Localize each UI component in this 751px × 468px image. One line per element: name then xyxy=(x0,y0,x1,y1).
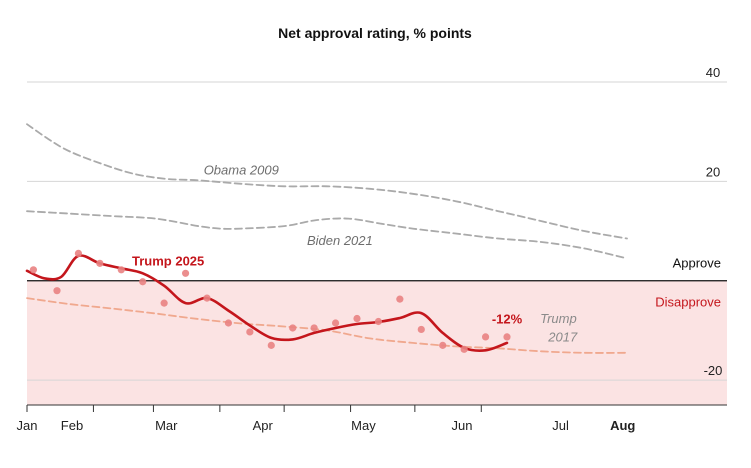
poll-point xyxy=(117,266,125,274)
y-tick-label: 20 xyxy=(706,164,720,179)
x-tick-label: May xyxy=(351,418,376,433)
poll-point xyxy=(374,317,383,326)
poll-point xyxy=(96,259,104,267)
series-line-obama-2009 xyxy=(26,123,628,240)
poll-point xyxy=(29,266,38,274)
x-tick-label: Jun xyxy=(452,418,473,433)
poll-point xyxy=(460,345,468,353)
series-labels: Approve Disapprove Obama 2009 Biden 2021 Tru… xyxy=(132,162,721,344)
x-tick-label: Mar xyxy=(155,418,178,433)
series-label-trump-2025: Trump 2025 xyxy=(132,253,204,268)
x-tick-label: Aug xyxy=(610,418,635,433)
x-axis: Jan Feb Mar Apr May Jun Jul Aug xyxy=(17,404,727,433)
poll-point xyxy=(246,328,254,336)
series-label-trump-year: 2017 xyxy=(547,329,578,344)
disapprove-label: Disapprove xyxy=(655,295,721,310)
series-label-trump: Trump xyxy=(540,311,577,326)
poll-point xyxy=(224,319,233,327)
poll-points xyxy=(29,249,511,353)
poll-point xyxy=(160,299,168,307)
poll-point xyxy=(74,249,83,258)
poll-point xyxy=(503,333,511,341)
poll-point xyxy=(417,325,425,334)
poll-point xyxy=(331,319,340,327)
poll-point xyxy=(481,333,490,341)
y-tick-label: -20 xyxy=(704,363,723,378)
approve-label: Approve xyxy=(673,256,721,271)
x-tick-label: Jul xyxy=(552,418,569,433)
end-value-label: -12% xyxy=(492,311,523,326)
disapprove-zone-fill xyxy=(27,280,727,405)
poll-point xyxy=(310,324,318,332)
series-line-biden-2021 xyxy=(26,210,628,260)
poll-point xyxy=(289,324,297,332)
poll-point xyxy=(439,341,447,349)
series-label-biden-2021: Biden 2021 xyxy=(307,233,373,248)
x-tick-label: Feb xyxy=(61,418,83,433)
poll-point xyxy=(267,341,275,349)
gridlines: 40 20 -20 xyxy=(27,65,727,381)
x-tick-label: Jan xyxy=(17,418,38,433)
y-tick-label: 40 xyxy=(706,65,720,80)
series-label-obama-2009: Obama 2009 xyxy=(204,162,279,177)
x-tick-label: Apr xyxy=(253,418,274,433)
poll-point xyxy=(53,287,61,295)
chart-title: Net approval rating, % points xyxy=(278,25,472,41)
poll-point xyxy=(181,269,190,277)
poll-point xyxy=(396,295,404,303)
poll-point xyxy=(203,294,211,302)
disapprove-zone xyxy=(27,280,727,405)
poll-point xyxy=(139,278,147,286)
poll-point xyxy=(353,314,361,323)
